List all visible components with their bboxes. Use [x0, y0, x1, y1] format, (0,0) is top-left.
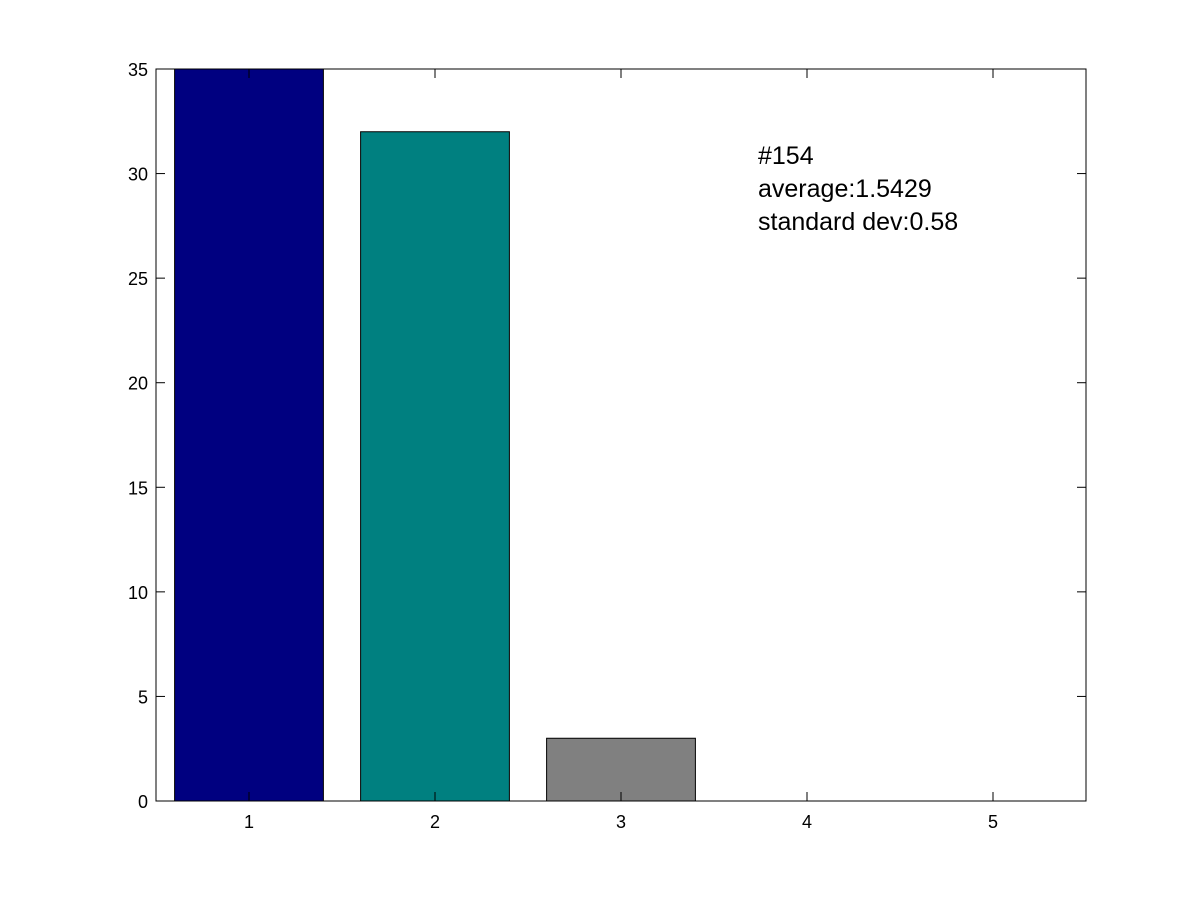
x-tick-label-5: 5	[988, 812, 998, 832]
y-tick-label-35: 35	[128, 60, 148, 80]
annotation-std-dev-text: standard dev:0.58	[758, 208, 958, 236]
y-tick-label-30: 30	[128, 165, 148, 185]
x-tick-label-2: 2	[430, 812, 440, 832]
x-tick-label-4: 4	[802, 812, 812, 832]
bar-2	[360, 131, 510, 802]
y-tick-labels: 0 5 10 15 20 25 30 35	[128, 60, 148, 812]
annotation-id-text: #154	[758, 142, 814, 170]
y-tick-label-10: 10	[128, 583, 148, 603]
y-tick-label-15: 15	[128, 478, 148, 498]
bars-group	[174, 68, 696, 802]
y-tick-label-20: 20	[128, 374, 148, 394]
bar-3	[546, 737, 696, 802]
y-tick-label-0: 0	[138, 792, 148, 812]
axes-frame	[155, 68, 1087, 802]
y-tick-label-5: 5	[138, 687, 148, 707]
x-tick-label-1: 1	[244, 812, 254, 832]
x-tick-labels: 1 2 3 4 5	[244, 812, 998, 832]
y-tick-label-25: 25	[128, 269, 148, 289]
annotation-average-text: average:1.5429	[758, 175, 932, 203]
x-tick-label-3: 3	[616, 812, 626, 832]
bar-1	[174, 68, 324, 802]
